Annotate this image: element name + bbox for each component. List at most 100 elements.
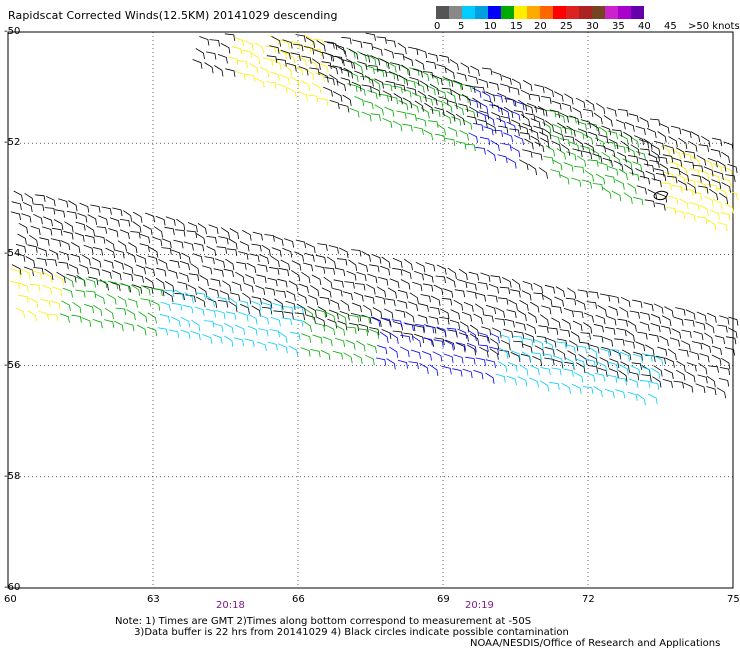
wind-barb: [300, 80, 311, 91]
wind-barb: [646, 128, 657, 139]
wind-barb: [285, 52, 296, 64]
wind-barb: [657, 156, 668, 165]
wind-barb: [361, 251, 371, 262]
wind-barb: [255, 285, 266, 295]
wind-barb: [38, 310, 49, 321]
wind-barb: [251, 52, 261, 65]
wind-barb: [204, 320, 215, 328]
wind-barb: [707, 157, 718, 168]
wind-barb: [553, 355, 564, 365]
wind-barb: [251, 305, 261, 317]
wind-barb: [635, 168, 645, 179]
wind-barb: [216, 297, 228, 305]
wind-barb: [224, 33, 236, 41]
wind-barb: [321, 61, 332, 70]
wind-barb: [190, 263, 200, 275]
wind-barb: [396, 110, 407, 119]
wind-barb: [556, 148, 566, 160]
wind-barb: [473, 369, 484, 380]
wind-barb: [478, 78, 489, 88]
wind-barb: [401, 88, 412, 98]
wind-barb: [721, 177, 732, 187]
wind-barb: [564, 135, 575, 144]
wind-barb: [586, 301, 597, 309]
wind-barb: [400, 346, 410, 357]
wind-barb: [624, 164, 634, 176]
wind-barb: [127, 298, 138, 308]
wind-barb: [542, 295, 553, 306]
legend-swatch: [475, 6, 488, 19]
wind-barb: [474, 86, 485, 94]
wind-barb: [164, 281, 175, 292]
wind-barb: [235, 324, 246, 335]
wind-barb: [611, 129, 623, 137]
wind-barb: [541, 305, 552, 315]
wind-barb: [542, 121, 552, 134]
wind-barb: [533, 125, 544, 135]
wind-barb: [501, 339, 511, 351]
legend-label: 35: [612, 21, 625, 32]
wind-barb: [506, 97, 517, 107]
wind-barb: [636, 185, 647, 195]
wind-barb: [502, 277, 512, 288]
wind-barb: [301, 271, 311, 284]
wind-barb: [614, 389, 626, 399]
wind-barb: [530, 301, 540, 313]
wind-barb: [252, 231, 263, 241]
wind-barb: [182, 304, 194, 314]
wind-barb: [283, 238, 294, 248]
wind-barb: [340, 77, 351, 87]
wind-barb: [497, 361, 508, 373]
wind-barb: [606, 315, 617, 326]
wind-barb: [33, 213, 43, 225]
wind-barb: [36, 257, 47, 266]
wind-barb: [301, 45, 312, 53]
wind-barb: [414, 100, 424, 112]
wind-barb: [614, 338, 625, 346]
wind-barb: [414, 323, 426, 332]
wind-barb: [499, 334, 511, 344]
wind-barb: [282, 64, 292, 76]
wind-barb: [428, 94, 438, 106]
wind-barb: [678, 137, 688, 150]
wind-barb: [507, 157, 517, 169]
wind-barb: [609, 295, 620, 304]
wind-barb: [561, 318, 572, 330]
wind-barb: [363, 100, 374, 110]
wind-barb: [644, 199, 655, 208]
wind-barb: [721, 182, 731, 193]
wind-barb: [259, 314, 269, 325]
wind-barb: [447, 126, 458, 137]
wind-barb: [620, 140, 630, 153]
wind-barb: [616, 377, 627, 386]
wind-barb: [533, 282, 543, 294]
wind-barb: [566, 151, 577, 161]
wind-barb: [398, 74, 408, 86]
wind-barb: [566, 116, 577, 124]
wind-barb: [272, 59, 282, 70]
legend-swatch: [631, 6, 644, 19]
wind-barb: [678, 349, 689, 357]
wind-barb: [668, 136, 678, 148]
wind-barb: [264, 234, 275, 242]
wind-barb: [326, 42, 338, 50]
wind-barb: [436, 327, 447, 338]
wind-barb: [639, 175, 650, 185]
wind-barb: [370, 86, 381, 97]
wind-barb: [88, 276, 99, 286]
wind-barb: [311, 48, 322, 56]
wind-barb: [388, 346, 399, 358]
wind-barb: [290, 41, 301, 49]
wind-barb: [296, 303, 307, 315]
wind-barb: [697, 374, 708, 384]
wind-barb: [588, 354, 598, 365]
wind-barb: [712, 198, 723, 210]
wind-barb: [356, 340, 366, 352]
wind-barb: [155, 215, 166, 226]
wind-barb: [152, 287, 163, 296]
wind-barb: [479, 346, 489, 358]
wind-barb: [549, 109, 560, 119]
wind-barb: [278, 343, 288, 354]
wind-barb: [50, 238, 62, 247]
wind-barb: [409, 67, 420, 76]
